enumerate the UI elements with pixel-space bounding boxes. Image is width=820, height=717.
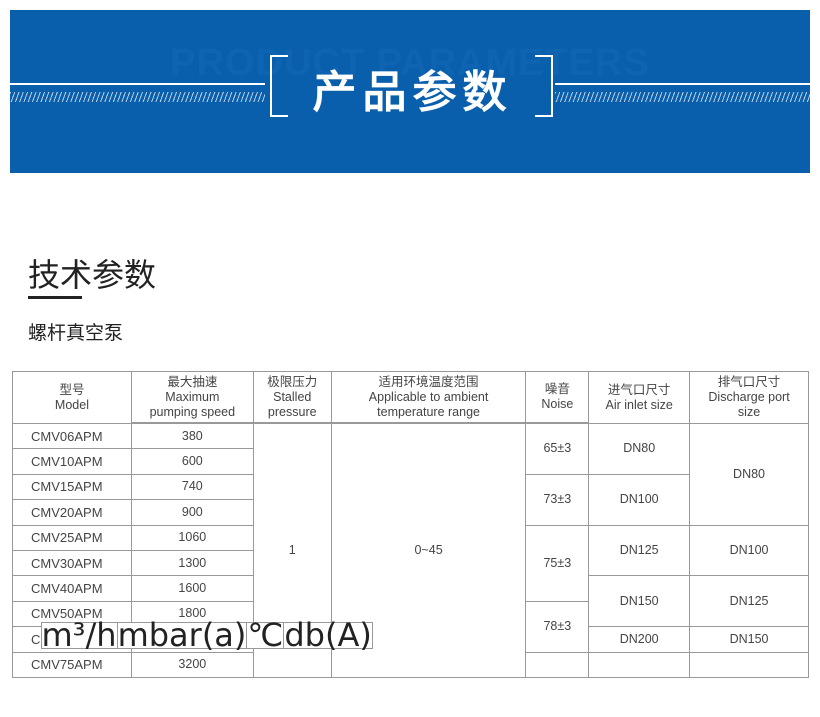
section-title: 技术参数 (28, 256, 157, 294)
cell-speed: 600 (130, 448, 254, 475)
cell-noise: 65±3 (525, 423, 590, 475)
cell-noise: 73±3 (525, 473, 590, 526)
cell-model: CMV20APM (12, 499, 132, 526)
table-row: CMV30APM 1300 (12, 549, 809, 577)
header-discharge: 排气口尺寸 Discharge port size (689, 371, 809, 424)
cell-inlet: DN80 (588, 423, 691, 475)
hatch-decoration (555, 92, 810, 102)
cell-speed: 380 (130, 422, 254, 450)
cell-model: CMV40APM (12, 575, 132, 602)
cell-inlet: DN125 (588, 524, 691, 577)
title-underline (28, 296, 82, 299)
cell-inlet: DN100 (588, 473, 691, 526)
cell-model: CMV06APM (12, 422, 132, 450)
banner-title: 产品参数 (312, 67, 513, 118)
cell-model: CMV30APM (12, 549, 132, 577)
unit-pressure: mbar(a) (116, 615, 248, 654)
cell-discharge: DN125 (689, 575, 809, 628)
unit-speed: m³/h (40, 615, 118, 654)
cell-speed: 900 (130, 499, 254, 526)
table-row: CMV40APM 1600 DN150 DN125 (12, 575, 809, 628)
header-inlet: 进气口尺寸 Air inlet size (588, 371, 691, 424)
header-temp: 适用环境温度范围 Applicable to ambient temperatur… (330, 371, 527, 423)
cell-discharge: DN150 (689, 626, 809, 653)
bracket-right (535, 55, 553, 117)
divider (10, 83, 265, 85)
cell-speed: 740 (130, 473, 254, 501)
cell-inlet: DN150 (588, 575, 691, 628)
header-model: 型号 Model (12, 371, 132, 424)
cell-speed: 1600 (130, 575, 254, 602)
unit-temp: ℃ (246, 615, 285, 654)
cell-inlet-empty (588, 651, 691, 678)
header-pressure: 极限压力 Stalled pressure (252, 371, 332, 423)
cell-discharge-empty (689, 651, 809, 678)
cell-model: CMV15APM (12, 473, 132, 501)
unit-noise: db(A) (283, 615, 373, 654)
cell-model: CMV75APM (12, 651, 132, 678)
table-row: CMV06APM 380 1 0~45 65±3 DN80 DN80 (12, 422, 809, 678)
cell-discharge: DN80 (689, 423, 809, 526)
hatch-decoration (10, 92, 265, 102)
cell-speed: 3200 (130, 651, 254, 678)
cell-discharge: DN100 (689, 524, 809, 577)
header-speed: 最大抽速 Maximum pumping speed (130, 371, 254, 423)
header-noise: 噪音 Noise (525, 371, 590, 423)
table-row: CMV15APM 740 73±3 DN100 (12, 473, 809, 526)
cell-model: CMV10APM (12, 448, 132, 475)
cell-noise: 78±3 (525, 600, 590, 653)
cell-speed: 1300 (130, 549, 254, 577)
banner-watermark: PRODUCT PARAMETERS (170, 42, 650, 84)
cell-speed: 1060 (130, 524, 254, 551)
cell-noise: 75±3 (525, 524, 590, 602)
divider (555, 83, 810, 85)
table-row: CMV75APM 3200 (12, 651, 809, 678)
cell-inlet: DN200 (588, 626, 691, 653)
bracket-left (270, 55, 288, 117)
cell-model: CMV25APM (12, 524, 132, 551)
spec-table: 型号 Model 最大抽速 Maximum pumping speed 极限压力 St… (12, 371, 809, 678)
banner: PRODUCT PARAMETERS 产品参数 (10, 10, 810, 173)
section-subtitle: 螺杆真空泵 (28, 322, 124, 344)
table-row: CMV25APM 1060 75±3 DN125 DN100 (12, 524, 809, 602)
cell-noise-empty (525, 651, 590, 678)
table-row: CMV10APM 600 (12, 448, 809, 475)
